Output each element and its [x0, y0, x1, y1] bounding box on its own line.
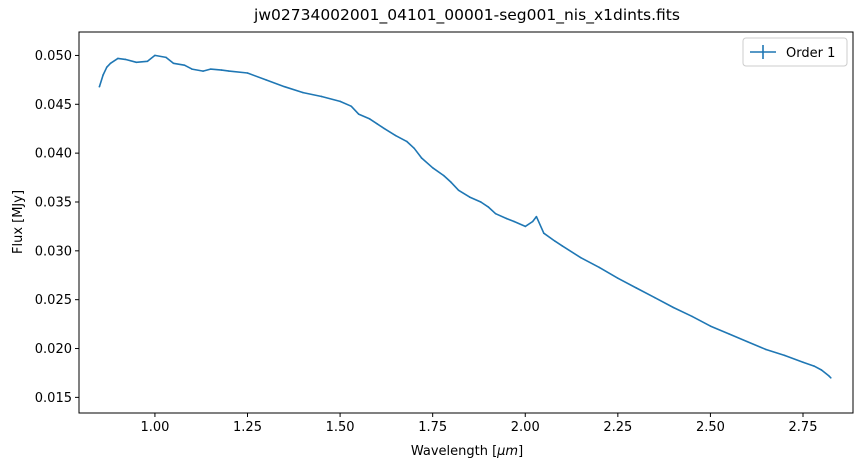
data-point: [746, 340, 749, 343]
data-point: [209, 68, 212, 70]
data-point: [691, 315, 693, 318]
data-point: [105, 66, 108, 68]
axes-frame: [78, 31, 854, 414]
data-point: [598, 266, 601, 269]
data-point: [394, 134, 397, 137]
data-point: [183, 64, 186, 67]
legend: Order 1: [742, 37, 848, 67]
data-point: [513, 220, 515, 223]
data-point: [802, 361, 804, 364]
series-layer: [98, 54, 832, 379]
data-point: [580, 256, 582, 259]
legend-label-order-1: Order 1: [786, 46, 835, 61]
plot-area: [79, 32, 853, 413]
data-point: [457, 189, 460, 192]
data-point: [302, 91, 304, 94]
x-tick-label: 2.75: [789, 420, 818, 435]
data-point: [405, 140, 408, 143]
chart-title: jw02734002001_04101_00001-seg001_nis_x1d…: [253, 6, 680, 25]
data-point: [542, 232, 545, 235]
data-point: [154, 54, 156, 57]
legend-box: [742, 37, 848, 67]
data-point: [246, 72, 249, 74]
data-point: [368, 118, 371, 120]
data-point: [376, 123, 378, 125]
data-point: [672, 306, 675, 309]
data-point: [98, 85, 101, 88]
data-point: [487, 206, 490, 208]
data-point: [617, 277, 619, 279]
data-point: [165, 56, 167, 59]
data-point: [820, 369, 823, 371]
data-point: [494, 212, 497, 215]
x-tick-label: 1.25: [233, 420, 262, 435]
data-point: [172, 62, 175, 65]
x-tick-label: 1.50: [326, 420, 355, 435]
data-point: [561, 245, 564, 247]
data-point: [191, 68, 193, 70]
data-point: [524, 225, 527, 228]
data-point: [228, 70, 230, 72]
data-point: [450, 181, 452, 184]
data-point: [442, 174, 445, 177]
data-point: [468, 196, 471, 198]
data-point: [709, 325, 712, 327]
data-point: [828, 375, 830, 377]
x-tick-label: 1.75: [418, 420, 447, 435]
data-point: [124, 58, 127, 61]
data-point: [283, 85, 286, 88]
data-point: [109, 62, 112, 65]
data-point: [728, 333, 730, 335]
x-tick-label: 2.50: [696, 420, 725, 435]
data-point: [765, 348, 767, 351]
y-tick-label: 0.015: [35, 391, 72, 406]
data-point: [505, 217, 508, 220]
data-point: [829, 377, 832, 379]
data-point: [102, 74, 104, 76]
data-point: [413, 147, 415, 150]
data-point: [531, 220, 534, 223]
data-point: [813, 365, 815, 367]
data-point: [135, 61, 138, 64]
y-tick-label: 0.035: [35, 195, 72, 210]
data-point: [220, 69, 223, 71]
y-axis-label: Flux [MJy]: [11, 190, 26, 254]
data-point: [350, 105, 352, 108]
data-point: [265, 79, 267, 81]
data-point: [146, 60, 149, 63]
y-tick-label: 0.020: [35, 342, 72, 357]
data-point: [357, 113, 360, 115]
data-point: [635, 287, 638, 289]
data-point: [480, 201, 482, 203]
data-point: [431, 166, 434, 169]
x-tick-label: 1.00: [140, 420, 169, 435]
data-point: [117, 57, 119, 60]
data-point: [383, 127, 386, 130]
data-point: [654, 296, 656, 299]
x-axis-label: Wavelength [μm]: [411, 444, 523, 459]
x-tick-label: 2.00: [511, 420, 540, 435]
y-axis-ticks: 0.015 0.020 0.025 0.030 0.035 0.040 0.045 0.050: [35, 49, 79, 406]
data-point: [420, 157, 423, 159]
y-tick-label: 0.030: [35, 244, 72, 259]
y-tick-label: 0.045: [35, 98, 72, 113]
x-axis-ticks: 1.00 1.25 1.50 1.75 2.00 2.25 2.50 2.75: [140, 413, 817, 435]
data-point: [320, 95, 323, 98]
data-point: [554, 240, 556, 242]
data-point: [783, 354, 786, 357]
y-tick-label: 0.040: [35, 147, 72, 162]
x-tick-label: 2.25: [603, 420, 632, 435]
y-tick-label: 0.050: [35, 49, 72, 64]
y-tick-label: 0.025: [35, 293, 72, 308]
data-point: [535, 215, 538, 218]
data-point: [202, 70, 204, 72]
data-point: [339, 100, 341, 103]
